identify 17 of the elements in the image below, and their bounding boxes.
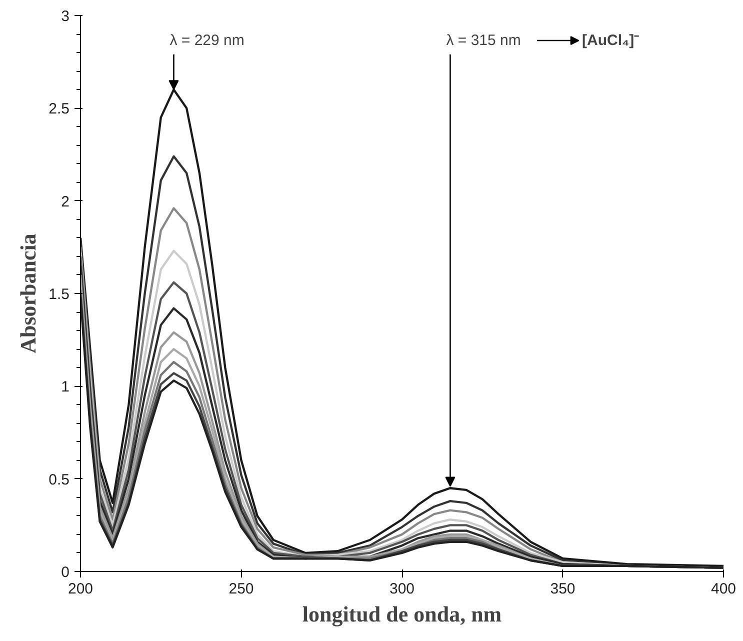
annotation: λ = 315 nm	[446, 32, 521, 50]
x-tick-label: 200	[68, 580, 94, 598]
y-tick-label: 1.5	[48, 286, 70, 303]
y-tick-label: 2	[61, 193, 70, 210]
y-tick-label: 1	[61, 378, 70, 396]
y-tick-label: 2.5	[48, 100, 70, 118]
y-axis-title: Absorbancia	[16, 234, 41, 354]
y-tick-label: 0	[61, 564, 70, 581]
x-tick-label: 300	[389, 580, 415, 598]
x-axis-title: longitud de onda, nm	[302, 602, 502, 626]
x-tick-label: 400	[710, 580, 736, 598]
x-tick-label: 250	[228, 580, 254, 598]
y-tick-label: 3	[61, 8, 70, 25]
y-tick-label: 0.5	[48, 471, 70, 488]
annotation: [AuCl₄]⁻	[582, 32, 640, 50]
x-tick-label: 350	[550, 580, 576, 598]
annotation: λ = 229 nm	[170, 32, 244, 50]
